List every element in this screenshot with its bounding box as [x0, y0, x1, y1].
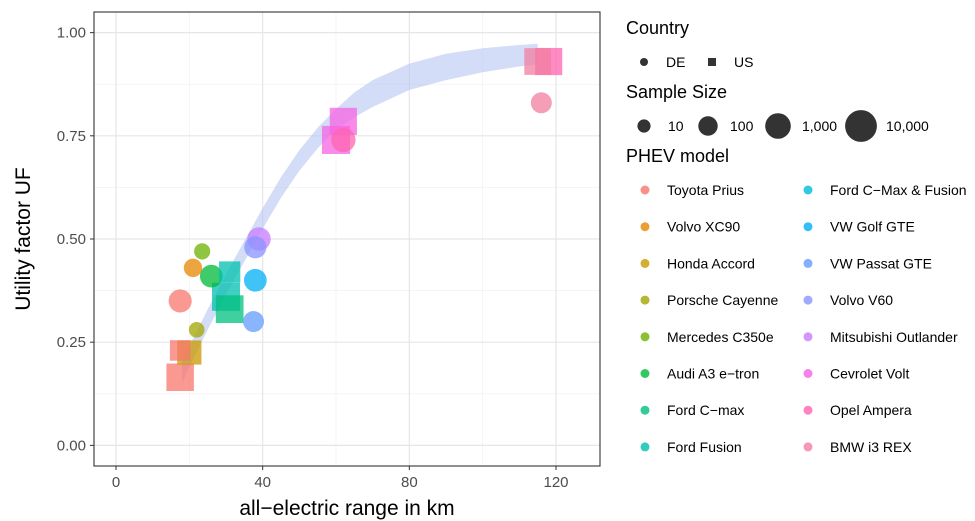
- legend-title-phev-model: PHEV model: [626, 146, 729, 166]
- data-points: [166, 47, 563, 391]
- legend-key-model: [803, 222, 813, 232]
- legend-key-size: [637, 119, 651, 133]
- legend-label-size: 100: [730, 118, 754, 134]
- smooth-confidence-band: [182, 43, 538, 384]
- y-tick-label: 0.75: [57, 128, 86, 145]
- legend-title-country: Country: [626, 18, 689, 38]
- data-point-circle: [243, 268, 267, 292]
- legend-key-model: [803, 405, 813, 415]
- legend-label-model: VW Golf GTE: [830, 219, 915, 235]
- x-tick-label: 0: [112, 474, 120, 491]
- y-axis-title: Utility factor UF: [12, 167, 35, 311]
- legend-label-model: Volvo XC90: [667, 219, 740, 235]
- legend-label-model: Toyota Prius: [667, 182, 744, 198]
- legend-key-model: [803, 442, 813, 452]
- legend-label-model: Ford Fusion: [667, 439, 742, 455]
- y-tick-label: 1.00: [57, 25, 86, 42]
- legend-key-model: [803, 185, 813, 195]
- legend-key-model: [803, 295, 813, 305]
- data-point-square: [219, 261, 241, 283]
- legend-key-model: [640, 369, 650, 378]
- x-tick-label: 120: [543, 474, 568, 491]
- data-point-square: [169, 340, 191, 361]
- legend-key-model: [803, 332, 813, 342]
- legend-key-model: [640, 442, 650, 452]
- legend-key-model: [640, 405, 650, 415]
- legend-model-items: Toyota Prius Volvo XC90 Honda Accord Porsch…: [640, 182, 967, 455]
- data-point-circle: [331, 127, 356, 153]
- legend-key-circle: [640, 58, 648, 66]
- legend-key-model: [803, 258, 813, 268]
- data-point-circle: [194, 243, 211, 260]
- data-point-circle: [199, 264, 223, 288]
- legend-label-model: Ford C−max: [667, 402, 744, 418]
- legend-key-size: [845, 110, 877, 142]
- data-point-square: [215, 295, 244, 324]
- legend-label-model: Cevrolet Volt: [830, 366, 909, 382]
- legend-key-square: [708, 58, 716, 66]
- legend-label-size: 10: [668, 118, 684, 134]
- data-point-circle: [168, 289, 192, 313]
- legend-label-model: Mercedes C350e: [667, 329, 774, 345]
- legend-key-size: [765, 113, 791, 139]
- legend-key-model: [640, 258, 650, 268]
- x-tick-label: 40: [254, 474, 271, 491]
- legend-key-model: [640, 332, 650, 342]
- y-tick-label: 0.50: [57, 231, 86, 248]
- x-axis-ticks: 0 40 80 120: [112, 466, 569, 491]
- data-point-circle: [188, 321, 205, 338]
- x-tick-label: 80: [401, 474, 418, 491]
- data-point-square: [524, 48, 552, 75]
- data-point-circle: [183, 258, 203, 278]
- legend-label-country: US: [734, 54, 753, 70]
- data-point-circle: [530, 92, 552, 114]
- legend-sample-size-items: 10 100 1,000 10,000: [637, 110, 929, 142]
- data-point-circle: [243, 311, 264, 333]
- data-point-circle: [244, 236, 267, 259]
- legend-country-items: DE US: [640, 54, 753, 70]
- x-axis-title: all−electric range in km: [239, 497, 454, 520]
- legend-label-model: Opel Ampera: [830, 402, 912, 418]
- legend-label-size: 1,000: [802, 118, 837, 134]
- legend-label-country: DE: [666, 54, 685, 70]
- legend-label-model: Mitsubishi Outlander: [830, 329, 958, 345]
- legend-key-model: [640, 295, 650, 305]
- legend-label-model: Volvo V60: [830, 292, 893, 308]
- legend-label-model: Audi A3 e−tron: [667, 366, 759, 382]
- legend-label-model: BMW i3 REX: [830, 439, 912, 455]
- legend-key-model: [803, 369, 813, 378]
- legend-key-model: [640, 185, 650, 195]
- y-tick-label: 0.25: [57, 334, 86, 351]
- legend-key-size: [698, 116, 718, 136]
- legend-key-model: [640, 222, 650, 232]
- data-point-square: [166, 363, 194, 391]
- legend-label-model: Ford C−Max & Fusion: [830, 182, 967, 198]
- legend-label-size: 10,000: [886, 118, 929, 134]
- legend: Country DE US Sample Size 10 100 1,000 10,00…: [626, 18, 967, 455]
- legend-title-sample-size: Sample Size: [626, 82, 727, 102]
- y-tick-label: 0.00: [57, 437, 86, 454]
- legend-label-model: Honda Accord: [667, 255, 755, 271]
- y-axis-ticks: 0.00 0.25 0.50 0.75 1.00: [57, 25, 94, 454]
- legend-label-model: Porsche Cayenne: [667, 292, 779, 308]
- legend-label-model: VW Passat GTE: [830, 255, 932, 271]
